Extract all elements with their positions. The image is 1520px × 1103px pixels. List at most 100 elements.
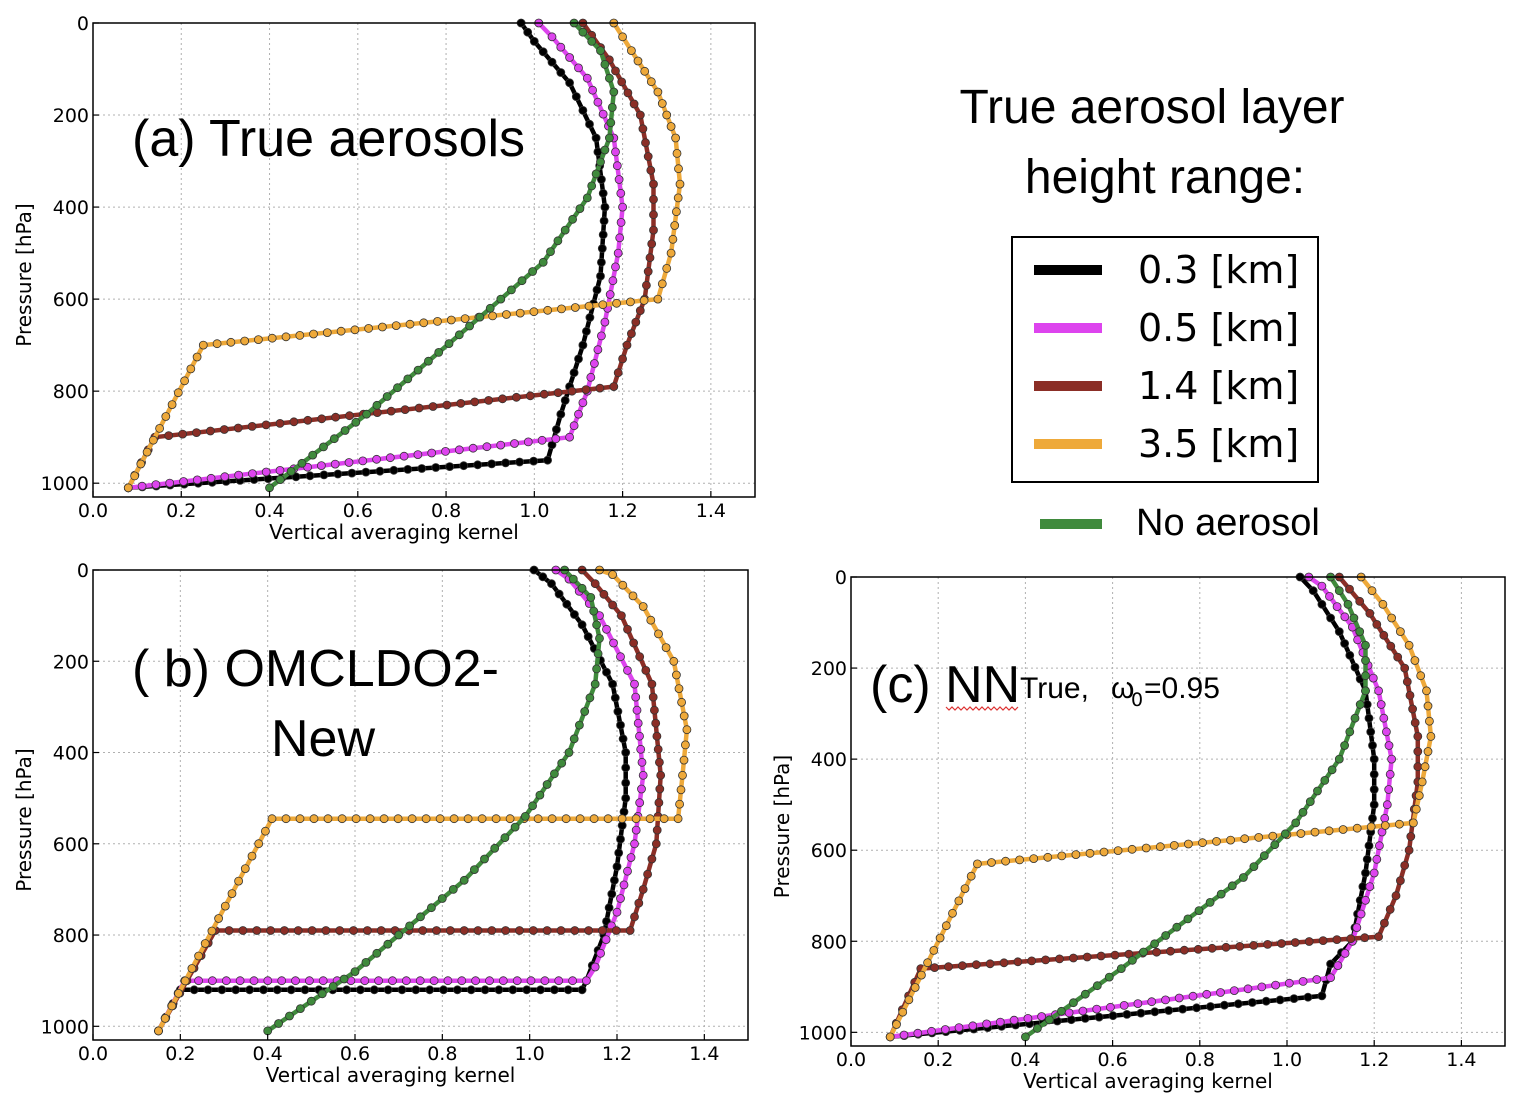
- spellcheck-underline: [945, 706, 1019, 711]
- series-marker: [1340, 612, 1350, 622]
- series-marker: [1317, 581, 1327, 591]
- series-marker: [1221, 942, 1231, 952]
- series-marker: [1268, 831, 1278, 841]
- series-marker: [142, 447, 152, 457]
- series-marker: [607, 889, 617, 899]
- series-marker: [582, 193, 592, 203]
- series-marker: [515, 308, 525, 318]
- series-marker: [1174, 993, 1184, 1003]
- series-marker: [194, 951, 204, 961]
- series-marker: [1382, 800, 1392, 810]
- series-marker: [285, 1011, 294, 1021]
- series-marker: [1356, 909, 1366, 919]
- series-marker: [1340, 949, 1350, 958]
- series-marker: [1013, 957, 1023, 967]
- series-marker: [456, 398, 466, 408]
- series-marker: [666, 122, 676, 131]
- series-marker: [626, 297, 635, 307]
- series-marker: [554, 589, 564, 599]
- series-marker: [411, 985, 421, 995]
- series-marker: [960, 884, 970, 893]
- series-marker: [1229, 986, 1239, 995]
- series-marker: [433, 316, 442, 326]
- series-marker: [365, 814, 375, 824]
- x-tick-label-7: 1.4: [1446, 1049, 1476, 1071]
- series-marker: [1207, 943, 1217, 953]
- series-group: [154, 565, 692, 1036]
- series-marker: [1333, 961, 1343, 970]
- series-marker: [913, 1028, 923, 1038]
- series-marker: [1308, 586, 1318, 596]
- series-marker: [1150, 939, 1159, 949]
- series-markers-4: [1021, 572, 1370, 1042]
- series-marker: [653, 744, 663, 754]
- series-marker: [1155, 842, 1165, 852]
- series-marker: [553, 236, 563, 246]
- series-marker: [1387, 754, 1396, 764]
- series-marker: [309, 814, 319, 824]
- panel-title: (a) True aerosols: [132, 110, 525, 168]
- series-marker: [323, 814, 333, 824]
- y-tick-label-2: 400: [53, 743, 89, 765]
- x-tick-label-6: 1.2: [1359, 1049, 1389, 1071]
- legend-label-2: 1.4 [km]: [1138, 364, 1299, 408]
- series-marker: [570, 303, 580, 312]
- series-marker: [473, 926, 483, 935]
- series-marker: [205, 426, 215, 436]
- series-marker: [973, 859, 982, 869]
- series-marker: [377, 322, 387, 332]
- series-marker: [1080, 1014, 1090, 1023]
- series-marker: [500, 833, 510, 843]
- series-marker: [1296, 829, 1306, 838]
- series-marker: [623, 666, 632, 675]
- series-marker: [482, 442, 492, 452]
- series-marker: [676, 785, 686, 795]
- series-marker: [930, 963, 939, 972]
- series-marker: [1361, 686, 1370, 696]
- series-marker: [1352, 923, 1362, 932]
- series-marker: [496, 294, 506, 304]
- series-marker: [1360, 933, 1370, 943]
- panel-title: (c) NN: [870, 656, 1020, 714]
- series-marker: [510, 822, 520, 832]
- series-marker: [407, 814, 417, 824]
- series-marker: [220, 472, 230, 482]
- series-marker: [335, 926, 345, 935]
- series-marker: [468, 443, 478, 453]
- series-marker: [625, 926, 635, 935]
- series-marker: [1340, 741, 1349, 750]
- series-marker: [1386, 641, 1396, 651]
- series-marker: [1092, 981, 1102, 991]
- series-marker: [1277, 939, 1286, 948]
- series-marker: [1320, 776, 1330, 785]
- y-tick-label-5: 1000: [41, 473, 89, 495]
- series-marker: [355, 985, 365, 995]
- series-marker: [584, 926, 593, 935]
- series-marker: [1366, 822, 1376, 832]
- series-marker: [233, 423, 243, 433]
- series-marker: [597, 331, 606, 341]
- series-marker: [595, 634, 604, 643]
- series-marker: [267, 333, 277, 343]
- series-marker: [512, 976, 522, 986]
- y-axis-label: Pressure [hPa]: [12, 203, 36, 346]
- series-marker: [376, 926, 386, 935]
- series-marker: [1365, 882, 1375, 891]
- series-marker: [279, 926, 289, 935]
- series-marker: [597, 244, 607, 253]
- series-marker: [668, 234, 678, 244]
- x-tick-label-3: 0.6: [343, 500, 373, 522]
- series-marker: [556, 409, 566, 419]
- series-marker: [611, 262, 620, 272]
- series-marker: [263, 976, 273, 986]
- y-tick-label-0: 0: [835, 567, 847, 589]
- series-marker: [508, 985, 518, 995]
- series-marker: [571, 92, 581, 101]
- series-marker: [618, 734, 628, 744]
- series-marker: [611, 66, 620, 76]
- series-marker: [944, 962, 953, 972]
- series-marker: [1369, 769, 1379, 779]
- series-marker: [1069, 998, 1078, 1008]
- series-marker: [672, 148, 682, 158]
- series-marker: [459, 461, 469, 471]
